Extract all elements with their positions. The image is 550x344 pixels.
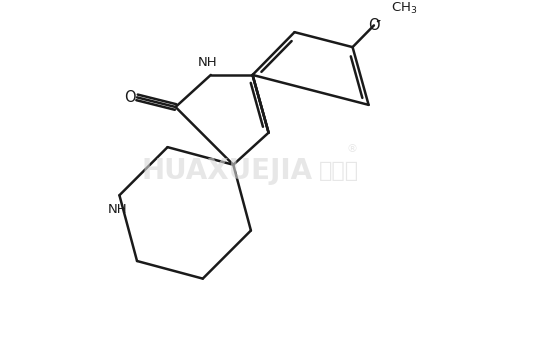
Text: CH$_3$: CH$_3$	[391, 1, 417, 16]
Text: O: O	[368, 18, 380, 33]
Text: ®: ®	[346, 144, 358, 154]
Text: HUAXUEJIA: HUAXUEJIA	[141, 157, 312, 185]
Text: 化学加: 化学加	[319, 161, 359, 181]
Text: O: O	[124, 90, 136, 105]
Text: NH: NH	[108, 203, 128, 216]
Text: NH: NH	[198, 56, 217, 69]
